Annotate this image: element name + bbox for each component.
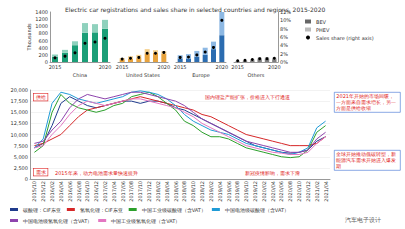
svg-text:2018/04: 2018/04	[164, 181, 170, 202]
svg-text:汽车电子设计: 汽车电子设计	[345, 216, 381, 223]
svg-text:期: 期	[336, 163, 341, 169]
svg-text:需求: 需求	[36, 169, 46, 175]
svg-text:1200: 1200	[35, 16, 48, 22]
svg-text:800: 800	[38, 30, 48, 36]
svg-text:2020: 2020	[157, 64, 170, 70]
svg-text:2017/06: 2017/06	[120, 181, 126, 202]
svg-text:5,000: 5,000	[14, 154, 28, 160]
svg-text:2019/04: 2019/04	[217, 181, 223, 202]
svg-text:2,500: 2,500	[14, 165, 28, 171]
svg-text:中国电池级氢氧化锂（含VAT）: 中国电池级氢氧化锂（含VAT）	[23, 218, 92, 224]
svg-text:2020/06: 2020/06	[278, 181, 284, 202]
svg-text:一方面来自需求增长，另一: 一方面来自需求增长，另一	[336, 99, 397, 106]
svg-text:1400: 1400	[35, 9, 48, 15]
svg-text:2018/10: 2018/10	[190, 181, 196, 202]
svg-text:2015: 2015	[231, 64, 244, 70]
svg-text:8%: 8%	[280, 26, 288, 32]
svg-text:0: 0	[25, 176, 28, 182]
svg-text:2016/08: 2016/08	[76, 181, 82, 202]
svg-text:United States: United States	[126, 72, 160, 78]
svg-text:20,000: 20,000	[11, 87, 29, 93]
svg-text:2016/10: 2016/10	[84, 181, 90, 202]
svg-text:China: China	[73, 72, 87, 78]
svg-text:2020/12: 2020/12	[305, 181, 311, 202]
svg-text:200: 200	[38, 52, 48, 58]
svg-text:0: 0	[45, 59, 48, 65]
svg-text:2020/10: 2020/10	[296, 181, 302, 202]
svg-text:氢氧化锂：CIF东亚: 氢氧化锂：CIF东亚	[80, 207, 123, 213]
svg-text:2017/12: 2017/12	[146, 181, 152, 202]
svg-text:2018/08: 2018/08	[181, 181, 187, 202]
svg-text:6%: 6%	[280, 34, 288, 40]
svg-text:2019/06: 2019/06	[226, 181, 232, 202]
svg-text:2018/12: 2018/12	[199, 181, 205, 202]
svg-text:Europe: Europe	[192, 72, 210, 79]
svg-text:Electric car registrations and: Electric car registrations and sales sha…	[65, 6, 325, 14]
svg-text:2020/04: 2020/04	[270, 181, 276, 202]
svg-text:400: 400	[38, 45, 48, 51]
svg-text:全球开始推动低碳转型，新: 全球开始推动低碳转型，新	[336, 151, 397, 158]
svg-text:2015年来，动力电池需求量快速提升: 2015年来，动力电池需求量快速提升	[55, 170, 138, 176]
svg-text:Others: Others	[248, 72, 265, 78]
svg-text:2%: 2%	[280, 51, 288, 57]
svg-text:新冠疫情影响，需求下滑: 新冠疫情影响，需求下滑	[245, 170, 300, 176]
svg-text:方面是供给收缩: 方面是供给收缩	[336, 105, 371, 111]
svg-text:2019/08: 2019/08	[234, 181, 240, 202]
svg-text:中国工业级氢氧化锂（含VAT）: 中国工业级氢氧化锂（含VAT）	[111, 218, 180, 224]
svg-text:10,000: 10,000	[11, 132, 29, 138]
svg-text:2020: 2020	[268, 64, 281, 70]
svg-text:12,500: 12,500	[11, 120, 29, 126]
svg-text:2016/12: 2016/12	[93, 181, 99, 202]
svg-text:2017/08: 2017/08	[128, 181, 134, 202]
svg-text:2015/10: 2015/10	[31, 181, 37, 202]
svg-text:Sales share (right axis): Sales share (right axis)	[316, 35, 374, 42]
svg-text:Thousands: Thousands	[26, 23, 32, 51]
svg-text:中国电池级碳酸锂（含VAT）: 中国电池级碳酸锂（含VAT）	[225, 207, 289, 213]
svg-text:600: 600	[38, 38, 48, 44]
svg-text:1000: 1000	[35, 23, 48, 29]
svg-text:2017/02: 2017/02	[102, 181, 108, 202]
svg-text:17,500: 17,500	[11, 98, 29, 104]
svg-text:2017/10: 2017/10	[137, 181, 143, 202]
svg-text:2021/02: 2021/02	[314, 181, 320, 202]
svg-text:2018/02: 2018/02	[155, 181, 161, 202]
svg-text:BEV: BEV	[316, 19, 327, 25]
svg-text:2015: 2015	[116, 64, 129, 70]
svg-text:15,000: 15,000	[11, 109, 29, 115]
svg-text:2020: 2020	[215, 64, 228, 70]
svg-text:2019/12: 2019/12	[252, 181, 258, 202]
svg-text:2020: 2020	[99, 64, 112, 70]
svg-text:2017/04: 2017/04	[111, 181, 117, 202]
svg-text:能源汽车需求开始进入爆发: 能源汽车需求开始进入爆发	[336, 157, 396, 163]
svg-text:供给: 供给	[36, 94, 46, 100]
svg-text:中国工业级碳酸锂（含VAT）: 中国工业级碳酸锂（含VAT）	[142, 207, 206, 213]
svg-text:2018/06: 2018/06	[173, 181, 179, 202]
svg-text:国内锂盐产能扩张，价格进入下行通道: 国内锂盐产能扩张，价格进入下行通道	[205, 94, 290, 100]
svg-text:4%: 4%	[280, 42, 288, 48]
svg-text:2020/02: 2020/02	[261, 181, 267, 202]
svg-text:2016/04: 2016/04	[58, 181, 64, 202]
svg-text:0%: 0%	[280, 59, 288, 65]
svg-text:10%: 10%	[280, 17, 291, 23]
svg-text:PHEV: PHEV	[316, 27, 330, 33]
svg-text:2016/06: 2016/06	[67, 181, 73, 202]
svg-text:碳酸锂：CIF东亚: 碳酸锂：CIF东亚	[22, 207, 61, 213]
svg-text:2015: 2015	[49, 64, 62, 70]
svg-text:7,500: 7,500	[14, 143, 28, 149]
svg-text:2015/12: 2015/12	[40, 181, 46, 202]
svg-text:2021/04: 2021/04	[323, 181, 329, 202]
svg-text:2015: 2015	[174, 64, 187, 70]
svg-text:2020/08: 2020/08	[287, 181, 293, 202]
svg-text:2021年开始的市场回暖，: 2021年开始的市场回暖，	[336, 93, 394, 100]
svg-text:2019/02: 2019/02	[208, 181, 214, 202]
svg-text:2019/10: 2019/10	[243, 181, 249, 202]
svg-text:2016/02: 2016/02	[49, 181, 55, 202]
